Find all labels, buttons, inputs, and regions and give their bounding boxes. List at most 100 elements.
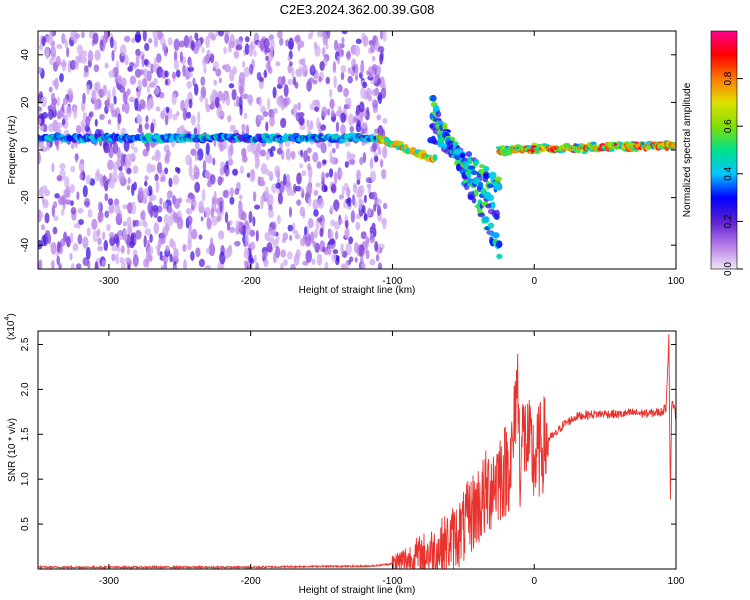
spectral-cell	[43, 233, 49, 246]
spectral-cell	[490, 201, 496, 209]
spectral-cell	[213, 91, 219, 98]
svg-text:(x104): (x104)	[4, 313, 17, 340]
spectral-cell	[243, 247, 250, 260]
spectral-cell	[229, 142, 234, 156]
spectral-cell	[288, 37, 295, 50]
spectral-cell	[127, 176, 131, 185]
spectral-cell	[227, 115, 232, 123]
spectral-cell	[188, 98, 193, 109]
spectral-cell	[478, 181, 484, 188]
spectral-cell	[43, 46, 50, 58]
spectral-cell	[379, 53, 384, 65]
snr-multiplier-close: )	[6, 313, 17, 316]
spectral-cell	[266, 199, 271, 207]
spectral-cell	[51, 162, 55, 173]
spectral-cell	[321, 106, 328, 118]
spectral-cell	[178, 197, 183, 204]
spectral-cell	[244, 234, 249, 247]
x-tick-label: 100	[668, 576, 685, 587]
spectral-cell	[213, 190, 217, 204]
x-tick-label: -300	[99, 276, 119, 287]
spectral-cell	[91, 218, 98, 230]
spectral-cell	[379, 31, 384, 40]
spectral-cell	[97, 245, 103, 252]
spectral-cell	[306, 147, 312, 154]
spectral-cell	[319, 227, 324, 238]
spectral-cell	[55, 55, 62, 67]
spectral-cell	[365, 177, 372, 184]
spectral-cell	[124, 257, 132, 263]
spectral-cell	[590, 141, 597, 145]
spectral-cell	[487, 194, 495, 202]
spectral-cell	[258, 96, 262, 107]
spectral-cell	[113, 95, 117, 105]
spectral-cell	[269, 38, 275, 52]
spectral-cell	[122, 221, 128, 227]
spectral-cell	[369, 258, 376, 266]
spectral-cell	[435, 110, 442, 118]
spectral-cell	[38, 43, 44, 51]
spectral-cell	[173, 211, 177, 220]
spectral-cell	[263, 69, 268, 79]
spectral-cell	[305, 183, 313, 196]
spectral-cell	[316, 31, 324, 38]
spectral-cell	[254, 204, 261, 210]
spectral-cell	[337, 84, 343, 93]
spectral-cell	[80, 31, 85, 39]
spectral-cell	[292, 76, 296, 86]
spectral-cell	[203, 66, 207, 74]
spectral-cell	[61, 59, 67, 72]
spectral-cell	[335, 121, 340, 133]
spectral-cell	[238, 71, 246, 85]
spectral-cell	[131, 37, 136, 44]
spectral-cell	[141, 54, 145, 68]
spectral-cell	[243, 112, 248, 120]
spectral-cell	[132, 219, 137, 228]
spectral-cell	[73, 223, 80, 229]
spectral-cell	[275, 182, 281, 189]
spectral-cell	[154, 173, 159, 182]
spectral-cell	[374, 240, 378, 252]
spectral-cell	[260, 196, 264, 210]
spectral-cell	[86, 227, 91, 237]
spectral-cell	[340, 64, 347, 74]
spectral-cell	[143, 235, 147, 248]
spectral-cell	[276, 214, 281, 225]
spectral-cell	[324, 261, 329, 269]
spectral-cell	[154, 86, 160, 95]
spectral-cell	[206, 216, 211, 227]
spectral-cell	[145, 139, 150, 152]
spectral-cell	[41, 185, 48, 192]
spectral-cell	[328, 168, 334, 178]
spectral-cell	[276, 147, 283, 155]
spectral-cell	[344, 260, 349, 269]
spectral-cell	[330, 116, 337, 122]
spectral-cell	[283, 84, 289, 98]
spectral-cell	[474, 159, 480, 166]
spectral-cell	[115, 213, 121, 225]
spectral-cell	[263, 258, 269, 268]
spectral-cell	[248, 43, 254, 57]
spectral-cell	[81, 123, 86, 135]
spectral-cell	[355, 109, 360, 116]
spectral-cell	[359, 62, 365, 75]
spectral-cell	[198, 258, 205, 268]
spectral-cell	[69, 232, 74, 244]
spectral-cell	[355, 38, 362, 45]
spectral-cell	[120, 245, 125, 254]
spectral-cell	[243, 66, 250, 78]
spectral-cell	[494, 209, 500, 218]
spectral-cell	[153, 207, 159, 219]
spectral-cell	[224, 63, 231, 71]
spectral-cell	[150, 122, 155, 134]
x-tick-label: -200	[241, 576, 261, 587]
spectral-cell	[161, 43, 167, 52]
x-tick-label: 0	[531, 276, 537, 287]
spectral-cell	[48, 123, 55, 133]
spectral-cell	[355, 74, 359, 81]
x-tick-label: 100	[668, 276, 685, 287]
spectral-cell	[245, 223, 251, 236]
spectral-cell	[165, 222, 171, 232]
spectral-cell	[369, 157, 374, 170]
spectral-cell	[179, 51, 184, 63]
